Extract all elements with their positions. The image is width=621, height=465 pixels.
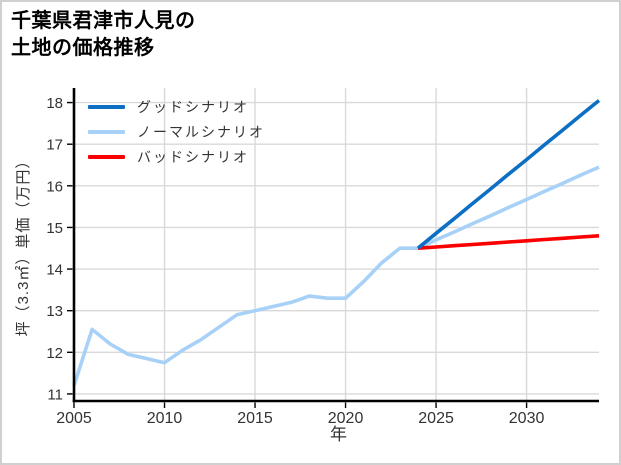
x-tick-label: 2025 (418, 410, 454, 427)
x-tick-label: 2030 (509, 410, 545, 427)
normal-scenario-line-swatch (88, 129, 125, 134)
y-tick-label: 11 (47, 386, 63, 403)
x-tick-label: 2005 (56, 410, 92, 427)
chart-title-line1: 千葉県君津市人見の (11, 10, 196, 32)
legend-label-bad-scenario: バッドシナリオ (137, 148, 249, 165)
y-tick-label: 17 (46, 137, 63, 154)
x-tick-label: 2015 (237, 410, 273, 427)
bad-scenario-line-swatch (88, 154, 125, 159)
series-line-normal-scenario (72, 165, 600, 387)
chart-title-line2: 土地の価格推移 (11, 37, 155, 59)
legend-label-normal-scenario: ノーマルシナリオ (137, 123, 265, 140)
x-tick-label: 2020 (328, 410, 364, 427)
legend-item-bad-scenario: バッドシナリオ (88, 144, 265, 169)
legend: グッドシナリオ ノーマルシナリオ バッドシナリオ (88, 94, 265, 169)
x-axis-label: 年 (330, 425, 347, 444)
y-tick-label: 18 (46, 95, 63, 112)
chart-title: 千葉県君津市人見の 土地の価格推移 (11, 8, 196, 62)
x-tick-label: 2010 (147, 410, 183, 427)
legend-label-good-scenario: グッドシナリオ (137, 98, 249, 115)
legend-item-good-scenario: グッドシナリオ (88, 94, 265, 119)
y-tick-label: 16 (46, 178, 63, 195)
legend-item-normal-scenario: ノーマルシナリオ (88, 119, 265, 144)
y-tick-label: 14 (46, 262, 63, 279)
y-tick-label: 13 (46, 303, 63, 320)
series-line-bad-scenario (417, 234, 600, 250)
y-tick-label: 12 (46, 345, 63, 362)
good-scenario-line-swatch (88, 104, 125, 109)
y-tick-label: 15 (46, 220, 63, 237)
y-axis-label: 坪（3.3㎡）単価（万円） (15, 153, 32, 337)
series-line-good-scenario (416, 99, 601, 250)
